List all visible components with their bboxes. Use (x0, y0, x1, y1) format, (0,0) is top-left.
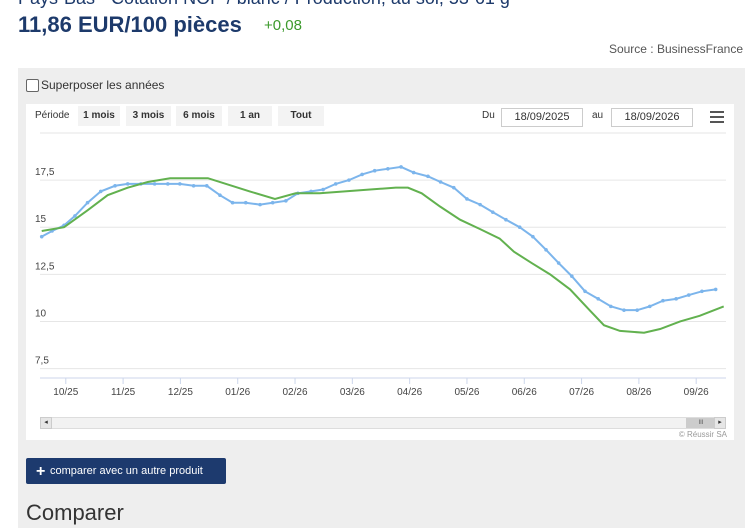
checkbox[interactable] (26, 79, 39, 92)
point (438, 180, 443, 184)
page: Pays-Bas - Cotation NOP / blanc / Produc… (18, 0, 745, 528)
point (399, 165, 403, 169)
point (85, 200, 90, 205)
period-button[interactable]: 1 an (228, 106, 272, 126)
x-tick-label: 12/25 (168, 387, 193, 398)
section-title: Comparer (26, 500, 124, 525)
point (556, 261, 561, 265)
point (583, 289, 587, 294)
to-input[interactable]: 18/09/2026 (611, 108, 693, 127)
point (98, 189, 103, 194)
point (204, 183, 209, 188)
point (451, 185, 456, 190)
point (73, 214, 77, 218)
x-tick-label: 01/26 (225, 387, 250, 398)
point (570, 274, 574, 279)
y-tick-label: 12,5 (35, 261, 55, 272)
x-tick-label: 03/26 (340, 387, 365, 398)
scroll-right[interactable]: ▸ (714, 417, 726, 429)
point (270, 200, 275, 205)
period-button[interactable]: 1 mois (78, 106, 120, 126)
from-input[interactable]: 18/09/2025 (501, 108, 583, 127)
point (191, 183, 196, 188)
compare-button-label[interactable]: comparer avec un autre produit (50, 465, 203, 477)
price: 11,86 EUR/100 pièces (18, 12, 242, 37)
x-tick-label: 11/25 (111, 387, 136, 398)
x-tick-label: 06/26 (512, 387, 537, 398)
point (218, 193, 222, 197)
point (531, 234, 535, 239)
to-label: au (592, 110, 604, 121)
chart-box (26, 104, 734, 440)
point (258, 202, 262, 207)
point (478, 202, 482, 207)
credits: © Réussir SA (678, 430, 727, 439)
breadcrumb: Pays-Bas - Cotation NOP / blanc / Produc… (18, 0, 510, 9)
point (674, 297, 678, 301)
point (152, 182, 157, 186)
point (635, 308, 639, 312)
period-button[interactable]: Tout (278, 106, 324, 126)
point (661, 298, 665, 303)
point (411, 170, 416, 175)
point (321, 187, 325, 192)
x-tick-label: 02/26 (283, 387, 308, 398)
period-button[interactable]: 6 mois (176, 106, 222, 126)
point (647, 304, 652, 309)
point (39, 234, 44, 239)
y-tick-label: 10 (35, 308, 47, 319)
point (713, 287, 718, 292)
chart: 7,5 10 12,5 15 17,5 10/25 11/25 12/25 01/26 02/26… (35, 132, 726, 398)
point (596, 297, 600, 301)
series-line (41, 177, 725, 334)
x-tick-label: 08/26 (626, 387, 651, 398)
period-button[interactable]: 3 mois (126, 106, 171, 126)
point (347, 178, 351, 182)
menu-icon[interactable] (710, 111, 724, 113)
point (386, 167, 390, 171)
point (490, 210, 495, 214)
point (178, 182, 182, 186)
y-tick-label: 17,5 (35, 167, 55, 178)
scroll-thumb[interactable]: III (686, 418, 716, 428)
point (113, 183, 117, 188)
compare-button[interactable] (26, 458, 226, 484)
point (372, 168, 377, 173)
point (243, 200, 248, 205)
x-tick-label: 05/26 (454, 387, 479, 398)
y-tick-label: 15 (35, 214, 47, 225)
from-label: Du (482, 110, 495, 121)
x-tick-label: 07/26 (569, 387, 594, 398)
x-tick-label: 04/26 (397, 387, 422, 398)
point (700, 289, 704, 294)
point (426, 174, 430, 179)
price-change: +0,08 (264, 17, 302, 34)
y-tick-label: 7,5 (35, 356, 49, 367)
source: Source : BusinessFrance (608, 42, 743, 56)
scroll-left[interactable]: ◂ (40, 417, 52, 429)
point (622, 308, 626, 312)
point (517, 225, 522, 230)
scrollbar[interactable] (40, 417, 726, 429)
point (166, 182, 170, 186)
point (609, 304, 613, 309)
point (333, 182, 338, 186)
point (284, 199, 288, 203)
point (360, 172, 364, 177)
point (125, 182, 130, 186)
point (686, 293, 691, 297)
period-label: Période (35, 110, 70, 121)
menu-icon[interactable] (710, 121, 724, 123)
x-tick-label: 10/25 (53, 387, 78, 398)
point (504, 217, 508, 222)
point (230, 200, 235, 205)
point (465, 197, 469, 201)
plus-icon[interactable]: + (36, 463, 46, 480)
x-tick-label: 09/26 (684, 387, 709, 398)
point (544, 248, 548, 252)
menu-icon[interactable] (710, 116, 724, 118)
checkbox-label[interactable]: Superposer les années (41, 78, 165, 92)
